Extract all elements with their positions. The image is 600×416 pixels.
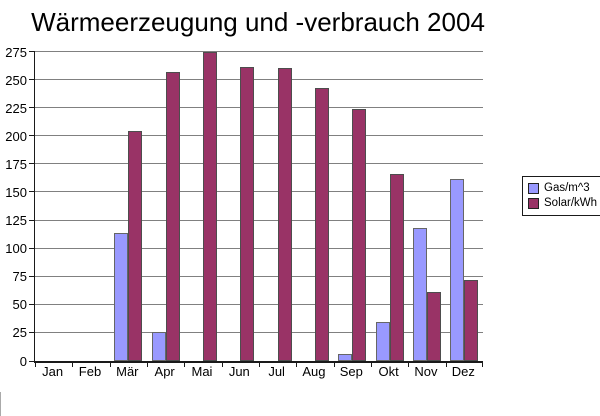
gridline-150 bbox=[35, 191, 483, 193]
x-tick-label-feb: Feb bbox=[78, 364, 102, 379]
x-tick-0 bbox=[35, 363, 36, 367]
bar-solar-jun bbox=[240, 67, 255, 361]
legend-label-solar: Solar/kWh bbox=[544, 197, 598, 209]
gridline-25 bbox=[35, 331, 483, 333]
y-tick-label-100: 100 bbox=[5, 241, 27, 257]
gridline-250 bbox=[35, 79, 483, 81]
gridline-75 bbox=[35, 275, 483, 277]
bar-solar-sep bbox=[352, 109, 367, 361]
x-tick-label-aug: Aug bbox=[302, 364, 326, 379]
gridline-50 bbox=[35, 303, 483, 305]
y-tick-label-175: 175 bbox=[5, 156, 27, 172]
x-tick-9 bbox=[371, 363, 372, 367]
y-tick-label-275: 275 bbox=[5, 44, 27, 60]
legend-swatch-gas-icon bbox=[528, 183, 539, 194]
x-tick-label-apr: Apr bbox=[154, 364, 175, 379]
y-tick-label-150: 150 bbox=[5, 184, 27, 200]
y-tick-25 bbox=[29, 331, 35, 333]
legend-swatch-solar-icon bbox=[528, 198, 539, 209]
x-tick-7 bbox=[296, 363, 297, 367]
x-tick-5 bbox=[222, 363, 223, 367]
y-tick-100 bbox=[29, 247, 35, 249]
x-tick-label-mär: Mär bbox=[116, 364, 139, 379]
x-tick-label-dez: Dez bbox=[451, 364, 475, 379]
gridline-125 bbox=[35, 219, 483, 221]
bar-gas-sep bbox=[338, 354, 353, 361]
bar-gas-nov bbox=[413, 228, 427, 361]
gridline-100 bbox=[35, 247, 483, 249]
x-tick-label-okt: Okt bbox=[378, 364, 399, 379]
y-tick-label-75: 75 bbox=[12, 269, 27, 285]
bar-solar-jul bbox=[277, 68, 292, 361]
x-tick-label-jul: Jul bbox=[268, 364, 285, 379]
bar-gas-dez bbox=[450, 179, 465, 361]
y-tick-250 bbox=[29, 79, 35, 81]
bar-solar-mär bbox=[128, 131, 143, 361]
y-tick-label-0: 0 bbox=[19, 353, 27, 369]
y-tick-200 bbox=[29, 135, 35, 137]
x-tick-label-jun: Jun bbox=[228, 364, 250, 379]
legend-item-solar: Solar/kWh bbox=[528, 196, 600, 211]
plot-area bbox=[29, 51, 483, 367]
x-tick-label-mai: Mai bbox=[191, 364, 213, 379]
y-tick-label-200: 200 bbox=[5, 128, 27, 144]
y-tick-175 bbox=[29, 163, 35, 165]
bar-solar-nov bbox=[427, 292, 441, 361]
x-tick-6 bbox=[259, 363, 260, 367]
frame-edge-artifact bbox=[0, 392, 1, 416]
y-tick-label-225: 225 bbox=[5, 100, 27, 116]
gridline-225 bbox=[35, 107, 483, 109]
bar-solar-apr bbox=[165, 72, 180, 361]
gridline-175 bbox=[35, 163, 483, 165]
bar-solar-aug bbox=[315, 88, 329, 361]
y-tick-50 bbox=[29, 303, 35, 305]
y-axis-labels: 0 25 50 75 100 125 150 175 200 225 250 275 bbox=[0, 0, 27, 416]
legend: Gas/m^3 Solar/kWh bbox=[522, 176, 600, 216]
bar-gas-apr bbox=[151, 332, 166, 361]
legend-label-gas: Gas/m^3 bbox=[544, 182, 590, 194]
gridline-275 bbox=[35, 51, 483, 52]
chart-title: Wärmeerzeugung und -verbrauch 2004 bbox=[31, 7, 485, 37]
bar-gas-mär bbox=[114, 233, 129, 361]
y-tick-225 bbox=[29, 107, 35, 109]
x-tick-label-sep: Sep bbox=[339, 364, 363, 379]
y-tick-125 bbox=[29, 219, 35, 221]
x-tick-10 bbox=[408, 363, 409, 367]
x-tick-12 bbox=[482, 363, 483, 367]
y-tick-150 bbox=[29, 191, 35, 193]
y-tick-75 bbox=[29, 275, 35, 277]
x-tick-label-nov: Nov bbox=[414, 364, 438, 379]
legend-item-gas: Gas/m^3 bbox=[528, 181, 600, 196]
bar-solar-dez bbox=[464, 280, 479, 361]
y-tick-0 bbox=[29, 361, 35, 362]
x-tick-8 bbox=[334, 363, 335, 367]
y-tick-label-125: 125 bbox=[5, 213, 27, 229]
x-tick-11 bbox=[446, 363, 447, 367]
x-axis-labels: Jan Feb Mär Apr Mai Jun Jul Aug Sep Okt Nov Dez bbox=[34, 364, 482, 380]
y-tick-275 bbox=[29, 51, 35, 52]
y-tick-label-250: 250 bbox=[5, 72, 27, 88]
x-tick-2 bbox=[110, 363, 111, 367]
bar-solar-okt bbox=[389, 174, 404, 361]
x-tick-label-jan: Jan bbox=[42, 364, 64, 379]
gridline-200 bbox=[35, 135, 483, 137]
y-tick-label-25: 25 bbox=[12, 325, 27, 341]
x-tick-3 bbox=[147, 363, 148, 367]
y-tick-label-50: 50 bbox=[12, 297, 27, 313]
bar-solar-mai bbox=[203, 52, 217, 361]
x-tick-1 bbox=[72, 363, 73, 367]
bar-gas-okt bbox=[375, 322, 390, 361]
x-tick-4 bbox=[184, 363, 185, 367]
